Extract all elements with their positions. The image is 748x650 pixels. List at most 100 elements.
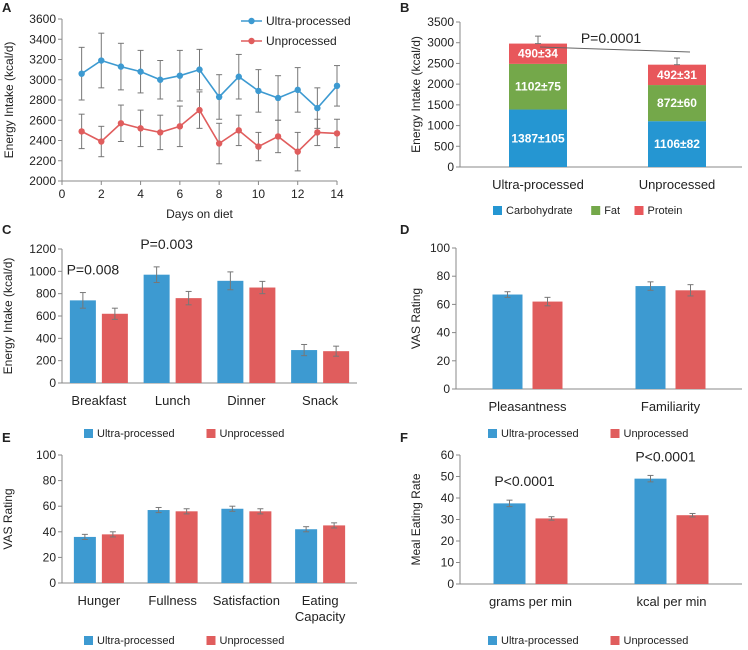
bar <box>101 534 124 583</box>
panel-letter-d: D <box>400 222 409 237</box>
legend-swatch <box>488 636 497 645</box>
significance-line <box>539 46 691 53</box>
data-point <box>176 72 184 79</box>
bar <box>532 301 563 389</box>
y-tick-label: 2000 <box>29 174 56 188</box>
y-tick-label: 0 <box>447 160 454 174</box>
data-point <box>255 87 262 95</box>
data-point <box>235 73 242 80</box>
panel-letter-e: E <box>2 430 11 445</box>
data-point <box>157 76 164 83</box>
legend-swatch <box>206 636 216 645</box>
data-point <box>157 129 164 136</box>
y-tick-label: 2000 <box>427 77 454 91</box>
data-label: 872±60 <box>657 96 697 110</box>
p-value-annotation: P=0.008 <box>67 262 120 278</box>
bar <box>249 511 272 583</box>
y-tick-label: 80 <box>43 474 57 488</box>
legend-label: Ultra-processed <box>266 14 351 28</box>
bar <box>143 274 170 383</box>
legend-label: Unprocessed <box>266 34 337 48</box>
bar <box>535 518 568 584</box>
x-tick-label: kcal per min <box>636 594 706 609</box>
data-point <box>137 68 144 75</box>
y-axis-label: VAS Rating <box>409 288 423 349</box>
legend-swatch <box>206 429 216 438</box>
y-tick-label: 60 <box>441 448 455 462</box>
y-tick-label: 3600 <box>29 12 56 26</box>
p-value-annotation: P<0.0001 <box>635 448 696 464</box>
y-tick-label: 60 <box>43 499 57 513</box>
bar <box>676 515 709 584</box>
p-value-annotation: P<0.0001 <box>494 473 555 489</box>
data-point <box>176 123 184 130</box>
data-point <box>235 127 242 134</box>
panel-letter-a: A <box>2 0 12 15</box>
y-axis-label: Energy Intake (kcal/d) <box>409 36 423 153</box>
y-tick-label: 0 <box>447 577 454 591</box>
y-tick-label: 1500 <box>427 98 454 112</box>
y-tick-label: 60 <box>437 297 451 311</box>
panel-d-bar-chart: 0 20 40 60 80 100 VAS Rating Pleasantness Famili… <box>409 241 742 440</box>
data-point <box>333 82 341 90</box>
x-tick-label: 4 <box>137 187 144 201</box>
bar <box>101 313 128 383</box>
y-tick-label: 2600 <box>29 113 56 127</box>
legend-label: Unprocessed <box>624 635 689 647</box>
y-tick-label: 3500 <box>427 15 454 29</box>
bar-segment <box>509 43 567 64</box>
y-tick-label: 20 <box>43 550 57 564</box>
legend-swatch <box>591 206 601 215</box>
x-tick-label: Dinner <box>227 393 266 408</box>
bar <box>217 280 244 383</box>
x-axis-label: Days on diet <box>166 207 233 221</box>
y-axis-label: Energy Intake (kcal/d) <box>2 42 16 159</box>
data-point <box>117 120 125 127</box>
x-tick-label: 8 <box>216 187 223 201</box>
data-label: 492±31 <box>657 68 697 82</box>
y-tick-label: 400 <box>36 331 56 345</box>
bar <box>323 525 346 583</box>
y-tick-label: 80 <box>437 269 451 283</box>
panel-f-bar-chart: 0 10 20 30 40 50 60 Meal Eating Rate grams per m… <box>409 448 742 647</box>
x-tick-label: Hunger <box>78 593 121 608</box>
y-tick-label: 100 <box>36 448 56 462</box>
panel-a-line-chart: 2000 2200 2400 2600 2800 3000 3200 3400 3600 0 2 4 6… <box>2 12 351 221</box>
x-tick-label: Lunch <box>155 393 190 408</box>
x-tick-label: Ultra-processed <box>492 177 584 192</box>
x-tick-label: Pleasantness <box>488 399 567 414</box>
y-tick-label: 2500 <box>427 56 454 70</box>
bar-segment <box>648 64 706 86</box>
legend-swatch <box>634 206 644 215</box>
x-tick-label: 12 <box>291 187 305 201</box>
legend-swatch <box>488 429 497 438</box>
y-tick-label: 40 <box>437 326 451 340</box>
series-line <box>81 59 338 110</box>
y-tick-label: 3000 <box>427 36 454 50</box>
x-tick-label: 0 <box>59 187 66 201</box>
y-tick-label: 0 <box>443 382 450 396</box>
y-tick-label: 2800 <box>29 93 56 107</box>
data-label: 1387±105 <box>511 131 565 145</box>
legend-label: Unprocessed <box>220 428 285 440</box>
bar <box>175 298 202 383</box>
bar <box>69 300 96 383</box>
panel-c-bar-chart: 0 200 400 600 800 1000 1200 Energy Intake (kcal… <box>1 236 357 440</box>
y-axis-label: Energy Intake (kcal/d) <box>1 258 15 375</box>
y-tick-label: 1000 <box>427 119 454 133</box>
legend-swatch <box>84 429 93 438</box>
p-value-annotation: P=0.003 <box>140 236 193 252</box>
data-point <box>78 128 85 135</box>
x-tick-label: Eating <box>302 593 339 608</box>
y-tick-label: 20 <box>441 534 455 548</box>
data-point <box>294 148 301 155</box>
legend-label: Ultra-processed <box>501 428 579 440</box>
y-tick-label: 3000 <box>29 73 56 87</box>
data-point <box>274 94 282 102</box>
y-tick-label: 1200 <box>29 242 56 256</box>
x-tick-label: Breakfast <box>71 393 126 408</box>
panel-letter-f: F <box>400 430 408 445</box>
y-tick-label: 40 <box>43 525 57 539</box>
x-tick-label: Fullness <box>148 593 197 608</box>
